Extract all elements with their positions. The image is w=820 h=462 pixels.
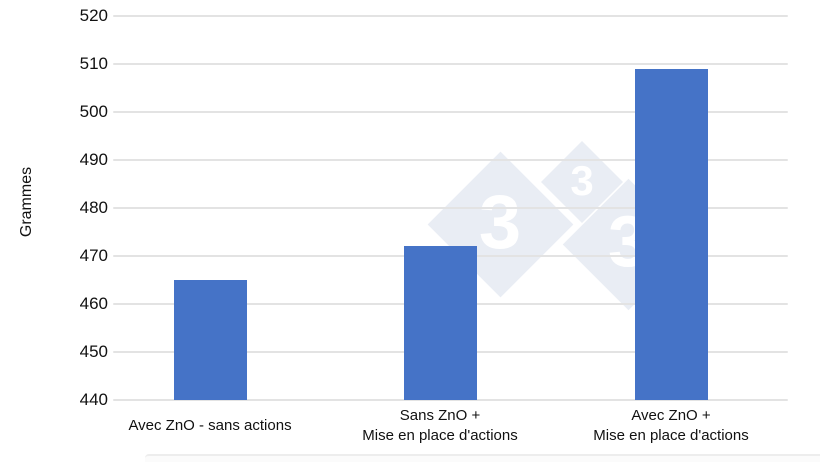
y-tick-label: 440 — [79, 390, 108, 409]
bar — [634, 68, 708, 400]
y-tick-label: 500 — [79, 102, 108, 121]
bar — [173, 280, 247, 400]
x-category-label: Avec ZnO + Mise en place d'actions — [593, 407, 749, 444]
x-category-label: Avec ZnO - sans actions — [128, 417, 292, 434]
y-axis-title: Grammes — [18, 166, 35, 238]
y-tick-label: 480 — [79, 198, 108, 217]
bar — [403, 246, 477, 400]
y-tick-label: 450 — [79, 342, 108, 361]
gridline — [113, 15, 788, 17]
y-tick-label: 490 — [79, 150, 108, 169]
gridline — [113, 399, 788, 401]
gridline — [113, 63, 788, 65]
watermark-digit: 3 — [478, 179, 522, 265]
gridline — [113, 207, 788, 209]
watermark-digit: 3 — [570, 156, 594, 204]
bottom-divider — [145, 454, 820, 462]
gridline — [113, 111, 788, 113]
x-category-label: Sans ZnO + Mise en place d'actions — [362, 407, 518, 444]
y-tick-label: 460 — [79, 294, 108, 313]
gridline — [113, 159, 788, 161]
y-tick-label: 510 — [79, 54, 108, 73]
y-tick-label: 520 — [79, 6, 108, 25]
y-tick-label: 470 — [79, 246, 108, 265]
